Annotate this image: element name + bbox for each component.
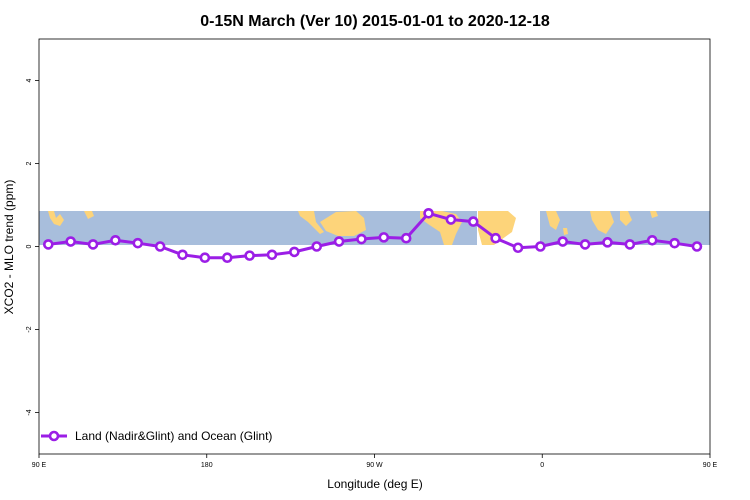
y-tick-label: 4	[26, 78, 33, 82]
data-point	[132, 237, 144, 249]
data-point	[289, 246, 300, 258]
data-point	[65, 236, 76, 247]
x-tick-label: 0	[540, 462, 544, 469]
data-point	[423, 208, 434, 219]
data-point	[646, 234, 658, 246]
y-axis-label: XCO2 - MLO trend (ppm)	[2, 180, 16, 315]
x-tick-label: 90 W	[366, 462, 383, 469]
data-point	[378, 232, 390, 243]
series-layer	[43, 208, 703, 264]
data-point	[356, 233, 367, 245]
land-mass-south-america	[320, 211, 366, 236]
data-point	[221, 252, 233, 264]
chart-title: 0-15N March (Ver 10) 2015-01-01 to 2020-…	[200, 13, 550, 30]
y-tick-label: -2	[26, 326, 33, 332]
land-mass-sri-lanka	[563, 228, 568, 235]
land-mass-africa-east	[478, 211, 516, 245]
land-mass-philippines-east	[620, 211, 632, 226]
land-mass-indonesia-east	[650, 211, 658, 218]
x-tick-label: 90 E	[32, 462, 47, 469]
data-point	[333, 236, 345, 247]
data-point	[490, 232, 501, 244]
data-point	[669, 237, 680, 249]
data-point	[311, 241, 323, 252]
data-point	[467, 216, 479, 227]
land-mass-philippines	[48, 211, 64, 226]
y-tick-label: -4	[26, 409, 33, 415]
data-point	[154, 241, 166, 252]
data-point	[512, 242, 524, 254]
ocean-band-left	[39, 211, 477, 245]
land-mass-southeast-asia	[590, 211, 614, 234]
legend-entry-label: Land (Nadir&Glint) and Ocean (Glint)	[75, 429, 272, 443]
x-axis: 90 E 180 90 W 0 90 E	[32, 454, 718, 469]
data-point	[244, 250, 255, 261]
land-mass-indonesia	[84, 211, 94, 219]
world-map-band	[39, 211, 710, 245]
data-point	[624, 239, 636, 250]
y-tick-label: 2	[26, 161, 33, 165]
x-axis-label: Longitude (deg E)	[327, 477, 422, 491]
data-point	[43, 239, 54, 250]
legend: Land (Nadir&Glint) and Ocean (Glint)	[41, 429, 272, 443]
x-tick-label: 180	[201, 462, 213, 469]
data-point	[579, 239, 591, 250]
x-tick-label: 90 E	[703, 462, 718, 469]
data-point	[87, 239, 99, 250]
data-point	[110, 234, 121, 246]
data-point	[557, 236, 569, 247]
data-point	[400, 232, 412, 244]
data-point	[445, 214, 457, 225]
data-point	[535, 241, 546, 252]
data-point	[602, 237, 613, 248]
y-axis: -4 -2 0 2 4	[26, 78, 39, 416]
data-point	[266, 249, 278, 261]
data-point	[691, 241, 703, 252]
land-mass-india	[546, 211, 560, 230]
data-point	[177, 249, 188, 261]
land-mass-central-america	[298, 211, 324, 234]
data-point	[199, 252, 211, 264]
y-tick-label: 0	[26, 244, 33, 248]
legend-swatch-marker	[48, 430, 60, 442]
